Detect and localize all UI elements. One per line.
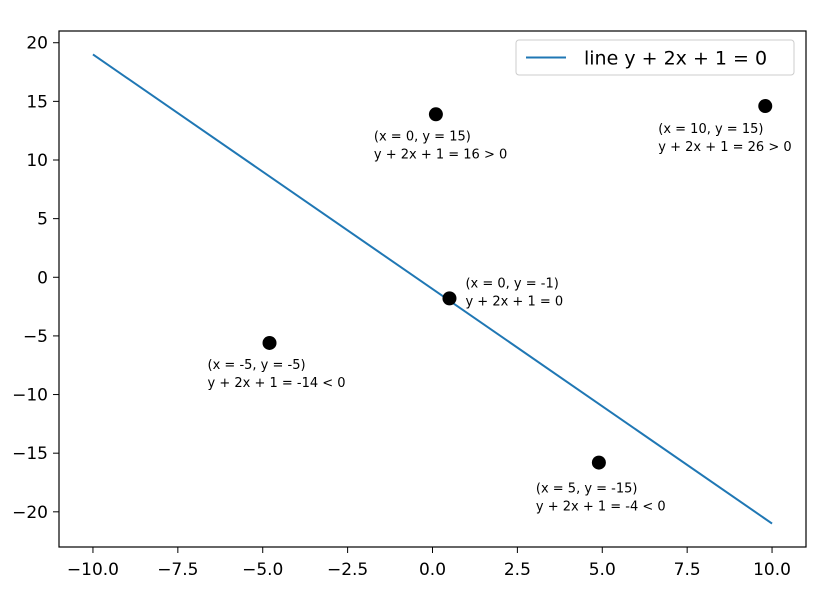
y-tick-label: −5 [23,327,48,347]
y-tick-label: −20 [12,503,48,523]
data-point [442,291,457,306]
x-tick-label: −10.0 [67,560,119,580]
legend-label: line y + 2x + 1 = 0 [584,48,767,70]
x-tick-label: −7.5 [157,560,198,580]
y-tick-label: 10 [26,151,48,171]
y-tick-label: 5 [37,210,48,230]
point-annotation-coords: (x = -5, y = -5) [208,358,306,373]
point-annotation-coords: (x = 5, y = -15) [536,482,638,497]
x-tick-label: −5.0 [242,560,283,580]
x-tick-label: −2.5 [327,560,368,580]
y-tick-label: 20 [26,34,48,54]
point-annotation-equation: y + 2x + 1 = 16 > 0 [374,147,507,162]
point-annotation-coords: (x = 0, y = -1) [465,276,558,291]
point-annotation-equation: y + 2x + 1 = 0 [465,294,563,309]
annotations-layer: (x = 0, y = 15) y + 2x + 1 = 16 > 0 (x = 1… [208,122,792,515]
y-tick-label: −10 [12,386,48,406]
x-tick-label: 7.5 [674,560,701,580]
y-tick-label: −15 [12,444,48,464]
y-tick-label: 0 [37,268,48,288]
series-line [92,53,773,525]
point-annotation-equation: y + 2x + 1 = -4 < 0 [536,500,666,515]
points-layer [262,99,773,470]
data-point [428,107,443,122]
point-annotation-coords: (x = 0, y = 15) [374,129,471,144]
data-point [262,335,277,350]
series-layer [92,53,773,525]
point-annotation-equation: y + 2x + 1 = -14 < 0 [208,376,346,391]
data-point [758,99,773,114]
point-annotation-equation: y + 2x + 1 = 26 > 0 [658,140,791,155]
point-annotation-coords: (x = 10, y = 15) [658,122,763,137]
x-tick-label: 2.5 [504,560,531,580]
y-axis: 20 15 10 5 0 −5 −10 −15 −20 [12,34,59,523]
legend-box [515,39,795,76]
data-point [591,455,606,470]
y-tick-label: 15 [26,92,48,112]
x-tick-label: 5.0 [589,560,616,580]
legend: line y + 2x + 1 = 0 [515,39,795,76]
x-tick-label: 10.0 [753,560,791,580]
x-tick-label: 0.0 [419,560,446,580]
x-axis: −10.0 −7.5 −5.0 −2.5 0.0 2.5 5.0 7.5 10.0 [67,547,791,580]
